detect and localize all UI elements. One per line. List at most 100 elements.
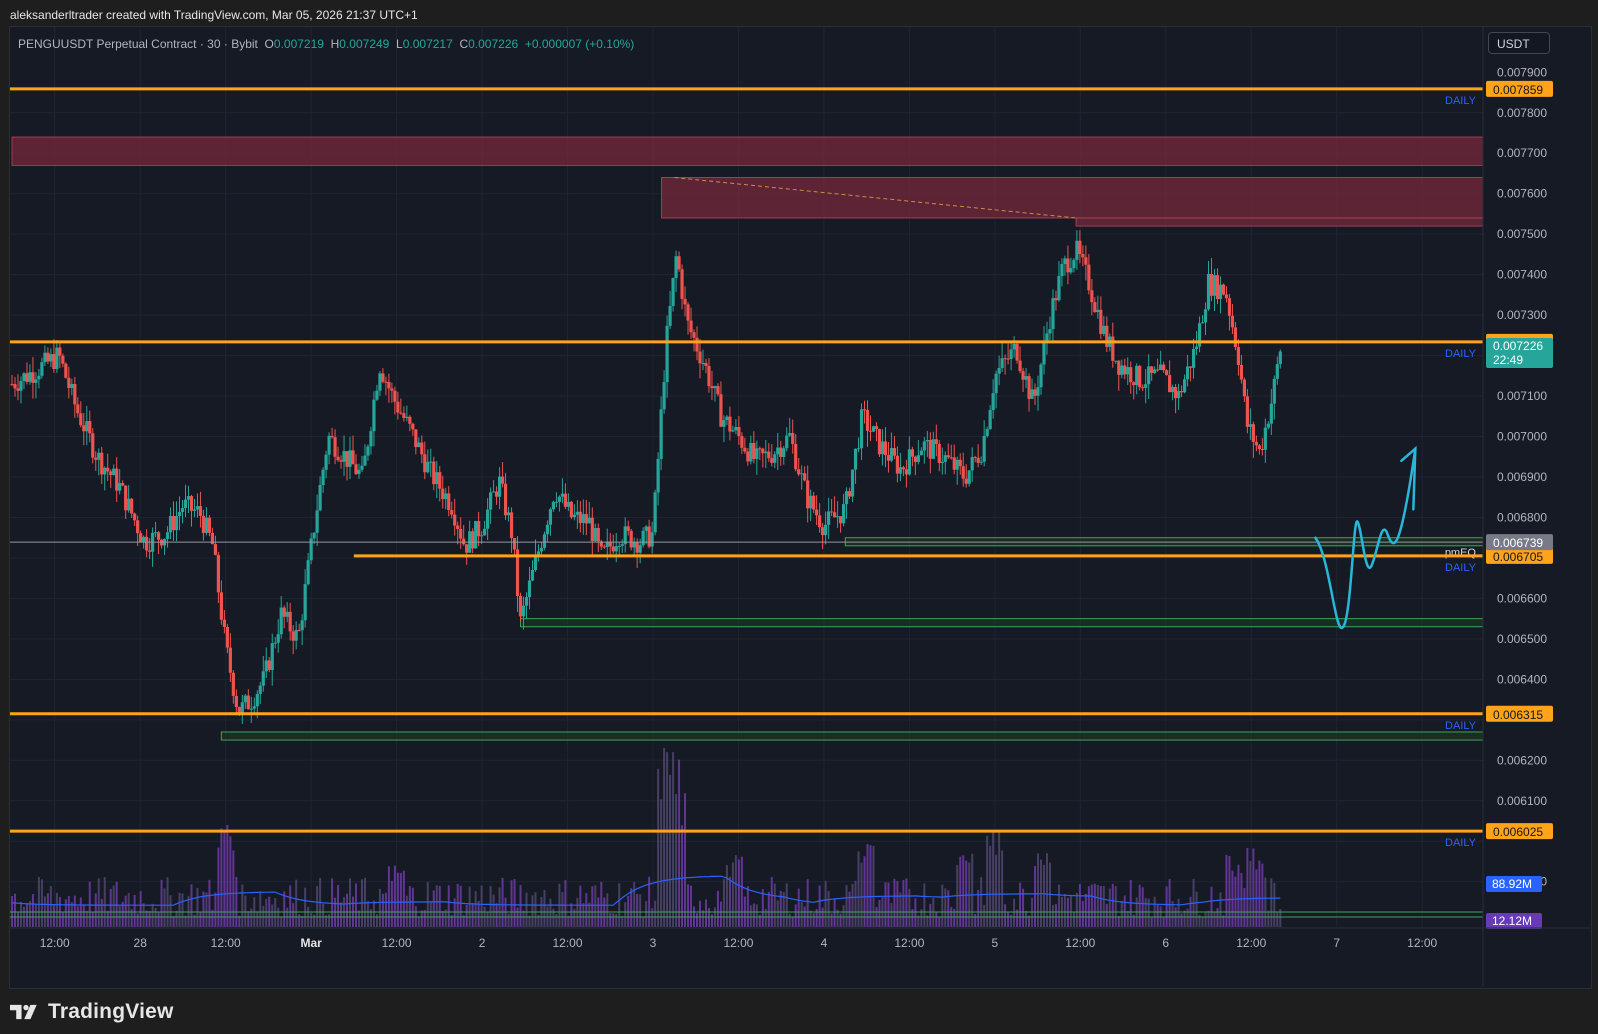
candle-body[interactable] — [438, 472, 442, 489]
candle-body[interactable] — [713, 386, 717, 389]
candle-body[interactable] — [1263, 427, 1267, 450]
candle-body[interactable] — [1153, 369, 1157, 373]
candle-body[interactable] — [324, 454, 328, 470]
candle-body[interactable] — [868, 430, 873, 432]
candle-body[interactable] — [486, 509, 490, 529]
candle-body[interactable] — [584, 514, 588, 524]
candle-body[interactable] — [73, 383, 77, 405]
candle-body[interactable] — [414, 429, 418, 448]
candle-body[interactable] — [49, 354, 53, 362]
candle-body[interactable] — [578, 511, 582, 524]
candle-body[interactable] — [889, 448, 894, 461]
candle-body[interactable] — [396, 401, 400, 413]
candle-body[interactable] — [1230, 315, 1235, 328]
candle-body[interactable] — [177, 512, 182, 516]
candle-body[interactable] — [752, 442, 756, 459]
candle-body[interactable] — [686, 304, 690, 321]
candle-body[interactable] — [447, 493, 451, 511]
candle-body[interactable] — [399, 412, 403, 414]
candle-body[interactable] — [524, 597, 529, 606]
candle-body[interactable] — [581, 514, 585, 524]
candle-body[interactable] — [1090, 290, 1094, 303]
candle-body[interactable] — [294, 629, 298, 641]
candle-body[interactable] — [474, 521, 478, 549]
candle-body[interactable] — [192, 509, 197, 511]
candle-body[interactable] — [1123, 365, 1127, 375]
candle-body[interactable] — [261, 671, 265, 686]
candle-body[interactable] — [689, 320, 693, 333]
candle-body[interactable] — [115, 468, 119, 491]
candle-body[interactable] — [1066, 258, 1070, 273]
candle-body[interactable] — [617, 545, 621, 547]
candle-body[interactable] — [512, 537, 517, 550]
candle-body[interactable] — [1048, 329, 1052, 334]
candle-body[interactable] — [904, 469, 908, 475]
candle-body[interactable] — [426, 461, 430, 473]
candle-body[interactable] — [958, 459, 962, 467]
candle-body[interactable] — [928, 440, 932, 459]
candle-body[interactable] — [913, 456, 917, 462]
candle-body[interactable] — [997, 367, 1001, 374]
candle-body[interactable] — [569, 501, 573, 518]
candle-body[interactable] — [1063, 258, 1067, 265]
candle-body[interactable] — [153, 532, 158, 534]
candle-body[interactable] — [432, 461, 436, 485]
candle-body[interactable] — [545, 524, 550, 535]
candle-body[interactable] — [127, 498, 131, 511]
candle-body[interactable] — [1236, 347, 1241, 365]
candle-body[interactable] — [925, 440, 929, 442]
candle-body[interactable] — [608, 541, 612, 547]
candle-body[interactable] — [270, 643, 274, 670]
candle-body[interactable] — [722, 420, 726, 427]
candle-body[interactable] — [710, 386, 714, 389]
candle-body[interactable] — [605, 541, 609, 548]
candle-body[interactable] — [979, 461, 983, 463]
candle-body[interactable] — [34, 379, 38, 383]
candle-body[interactable] — [1081, 254, 1085, 258]
candle-body[interactable] — [626, 526, 630, 531]
level-price-badge[interactable] — [1486, 705, 1553, 722]
candle-body[interactable] — [1084, 257, 1088, 265]
candle-body[interactable] — [336, 456, 340, 461]
candle-body[interactable] — [165, 532, 170, 539]
candle-body[interactable] — [934, 439, 938, 445]
candle-body[interactable] — [910, 449, 914, 457]
candle-body[interactable] — [758, 448, 762, 450]
candle-body[interactable] — [40, 362, 44, 376]
candle-body[interactable] — [417, 442, 421, 448]
candle-body[interactable] — [818, 515, 822, 528]
candle-body[interactable] — [1102, 325, 1106, 334]
supply-zone[interactable] — [661, 177, 1483, 219]
candle-body[interactable] — [82, 425, 86, 432]
candle-body[interactable] — [677, 256, 681, 270]
candle-body[interactable] — [1203, 309, 1208, 323]
candle-body[interactable] — [1105, 325, 1109, 347]
candle-body[interactable] — [590, 517, 594, 542]
candle-body[interactable] — [644, 526, 648, 531]
candle-body[interactable] — [121, 483, 125, 486]
candle-body[interactable] — [142, 536, 146, 543]
candle-body[interactable] — [1126, 367, 1130, 375]
candle-body[interactable] — [518, 596, 523, 617]
candle-body[interactable] — [1227, 298, 1232, 316]
candle-body[interactable] — [533, 555, 538, 571]
candle-body[interactable] — [180, 508, 185, 513]
candle-body[interactable] — [800, 473, 804, 475]
candle-body[interactable] — [291, 631, 295, 641]
candle-body[interactable] — [1248, 424, 1252, 427]
current-price-badge[interactable] — [1486, 338, 1553, 369]
candle-body[interactable] — [919, 450, 923, 456]
candle-body[interactable] — [1045, 333, 1049, 342]
candle-body[interactable] — [58, 347, 62, 356]
candle-body[interactable] — [330, 435, 334, 438]
candle-body[interactable] — [503, 483, 508, 516]
candle-body[interactable] — [273, 642, 277, 644]
candle-body[interactable] — [387, 381, 391, 389]
candle-body[interactable] — [1242, 379, 1247, 397]
candle-body[interactable] — [357, 469, 361, 475]
candle-body[interactable] — [859, 409, 864, 449]
candle-body[interactable] — [743, 447, 747, 452]
candle-body[interactable] — [462, 538, 466, 545]
candle-body[interactable] — [1054, 298, 1058, 301]
candle-body[interactable] — [1057, 276, 1061, 301]
